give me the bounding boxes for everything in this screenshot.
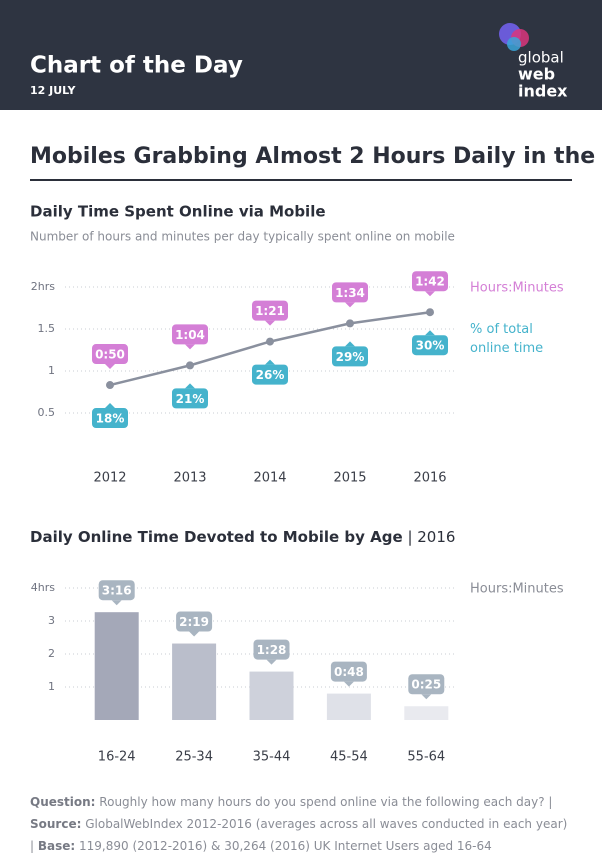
footer-label: Question:: [30, 795, 96, 809]
badge: [253, 639, 290, 660]
footer-text: 119,890 (2012-2016) & 30,264 (2016) UK I…: [79, 839, 492, 853]
header-date: 12 JULY: [30, 84, 76, 97]
badge-pointer: [185, 383, 195, 389]
badge-pointer: [343, 681, 354, 687]
badge-pointer: [266, 659, 277, 665]
point: [106, 381, 114, 390]
value-label: 1:21: [255, 304, 285, 318]
y-tick-label: 0.5: [38, 406, 56, 419]
value-label: 0:25: [411, 678, 441, 692]
y-tick-label: 4hrs: [31, 581, 55, 594]
y-tick-label: 1: [48, 364, 55, 377]
badge: [98, 580, 135, 601]
badge: [408, 674, 445, 695]
x-tick-label: 25-34: [175, 750, 213, 765]
badge: [176, 611, 213, 632]
badge: [412, 271, 448, 292]
footer-label: Base:: [37, 839, 76, 853]
value-label: 29%: [336, 350, 365, 364]
legend-entry: Hours:Minutes: [470, 582, 564, 597]
header-band: [0, 0, 602, 110]
badge-pointer: [265, 359, 275, 365]
y-tick-label: 3: [48, 614, 55, 627]
footer-label: Source:: [30, 817, 82, 831]
point: [186, 361, 194, 370]
value-label: 0:50: [95, 348, 125, 362]
x-tick-label: 45-54: [330, 750, 368, 765]
badge-pointer: [105, 403, 115, 409]
value-label: 3:16: [102, 584, 132, 598]
bar: [249, 671, 294, 720]
x-tick-label: 55-64: [407, 750, 445, 765]
badge: [330, 661, 367, 682]
value-label: 0:48: [334, 665, 364, 679]
badge-pointer: [185, 344, 195, 350]
value-label: 1:04: [175, 328, 205, 342]
value-label: 18%: [96, 412, 125, 426]
x-tick-label: 2016: [413, 471, 446, 486]
headline: Mobiles Grabbing Almost 2 Hours Daily in…: [30, 144, 602, 169]
bar: [326, 693, 371, 720]
x-tick-label: 2013: [173, 471, 206, 486]
badge: [172, 388, 208, 409]
badge-pointer: [345, 341, 355, 347]
logo-circle: [507, 37, 521, 51]
y-tick-label: 2hrs: [31, 280, 55, 293]
y-tick-label: 1: [48, 680, 55, 693]
badge: [412, 335, 448, 356]
badge: [172, 324, 208, 345]
chart-title: Daily Time Spent Online via Mobile: [30, 203, 326, 221]
header-title: Chart of the Day: [30, 53, 243, 79]
logo-text: index: [518, 82, 568, 101]
value-label: 1:34: [335, 286, 365, 300]
chart-title-note: | 2016: [407, 528, 455, 546]
x-tick-label: 2015: [333, 471, 366, 486]
footer-text: GlobalWebIndex 2012-2016 (averages acros…: [30, 817, 568, 853]
badge-pointer: [425, 330, 435, 336]
value-label: 26%: [256, 368, 285, 382]
x-tick-label: 16-24: [98, 750, 136, 765]
badge-pointer: [421, 694, 432, 700]
badge: [252, 300, 288, 321]
badge-pointer: [111, 600, 122, 606]
badge: [92, 344, 128, 365]
y-tick-label: 1.5: [38, 322, 56, 335]
value-label: 1:28: [257, 643, 287, 657]
value-label: 30%: [416, 339, 445, 353]
bar: [404, 706, 449, 720]
x-tick-label: 2014: [253, 471, 286, 486]
point: [346, 319, 354, 328]
legend-entry: % of total online time: [470, 322, 544, 356]
badge-pointer: [425, 291, 435, 297]
footer-text: Roughly how many hours do you spend onli…: [99, 795, 553, 809]
logo-text: web: [518, 65, 555, 84]
badge: [332, 282, 368, 303]
badge-pointer: [265, 320, 275, 326]
value-label: 1:42: [415, 275, 445, 289]
point: [426, 308, 434, 317]
logo-text: global: [518, 49, 564, 67]
y-tick-label: 2: [48, 647, 55, 660]
x-tick-label: 35-44: [253, 750, 291, 765]
point: [266, 337, 274, 346]
badge: [252, 364, 288, 385]
chart-subtitle: Number of hours and minutes per day typi…: [30, 230, 455, 244]
chart-title: Daily Online Time Devoted to Mobile by A…: [30, 528, 455, 546]
x-tick-label: 2012: [93, 471, 126, 486]
badge-pointer: [345, 302, 355, 308]
value-label: 21%: [176, 392, 205, 406]
badge: [92, 408, 128, 429]
bar: [94, 612, 139, 720]
badge-pointer: [105, 364, 115, 370]
badge-pointer: [189, 631, 200, 637]
chart-title-main: Daily Online Time Devoted to Mobile by A…: [30, 528, 403, 546]
legend-entry: Hours:Minutes: [470, 281, 564, 296]
bar: [172, 643, 217, 720]
badge: [332, 346, 368, 367]
footer: Question: Roughly how many hours do you …: [30, 791, 575, 857]
value-label: 2:19: [179, 615, 209, 629]
